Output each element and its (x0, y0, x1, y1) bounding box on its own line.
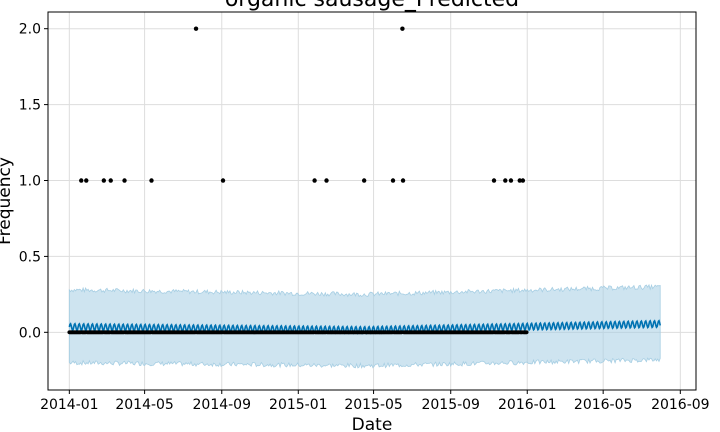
x-tick-label: 2016-05 (574, 397, 633, 413)
y-axis-ticks: 0.0 0.5 1.0 1.5 2.0 (19, 22, 48, 341)
observed-point (524, 330, 529, 335)
observed-point (491, 178, 497, 183)
observed-point (149, 178, 154, 183)
observed-point (508, 178, 514, 183)
y-axis-label: Frequency (0, 157, 15, 245)
observed-point (101, 178, 107, 183)
observed-point (517, 178, 522, 183)
x-tick-label: 2014-01 (40, 397, 99, 413)
observed-point (520, 178, 526, 183)
y-tick-label: 0.0 (19, 325, 41, 341)
observed-point (84, 178, 89, 183)
observed-point (108, 178, 113, 183)
x-tick-label: 2015-01 (269, 397, 328, 413)
x-tick-label: 2016-09 (651, 397, 710, 413)
x-tick-label: 2014-05 (115, 397, 174, 413)
x-tick-label: 2015-05 (344, 397, 403, 413)
chart-title: organic sausage_Predicted (225, 0, 519, 12)
observed-point (79, 178, 84, 183)
observed-point (193, 26, 199, 31)
y-tick-label: 0.5 (19, 249, 41, 265)
x-tick-label: 2015-09 (421, 397, 480, 413)
observed-point (361, 178, 367, 183)
observed-point (324, 178, 329, 183)
x-tick-label: 2016-01 (498, 397, 557, 413)
y-tick-label: 2.0 (19, 22, 41, 38)
observed-point (220, 178, 226, 183)
observed-point (390, 178, 396, 183)
plot-frame (47, 11, 697, 391)
observed-point (503, 178, 508, 183)
observed-point (122, 178, 127, 183)
x-axis-label: Date (352, 415, 393, 432)
observed-point (400, 178, 406, 183)
x-axis-ticks: 2014-01 2014-05 2014-09 2015-01 2015-05 2015-… (40, 390, 710, 413)
forecast-line (68, 319, 662, 335)
y-tick-label: 1.0 (19, 174, 41, 190)
observed-point (400, 26, 405, 31)
x-tick-label: 2014-09 (193, 397, 252, 413)
forecast-series-line (68, 319, 662, 335)
y-tick-label: 1.5 (19, 98, 41, 114)
observed-points (67, 26, 529, 335)
observed-point (312, 178, 317, 183)
